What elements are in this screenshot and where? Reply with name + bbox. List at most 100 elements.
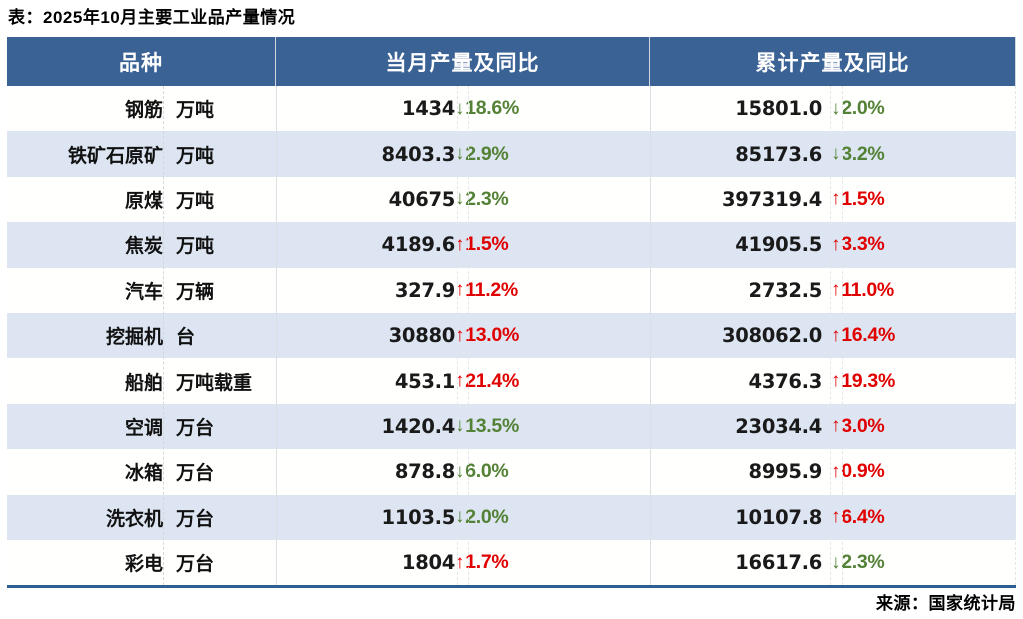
trend-up-icon: ↑ [831, 370, 841, 392]
monthly-pct: 21.4% [465, 369, 519, 392]
monthly-cell: 40675 ↓ 2.3% [276, 177, 650, 222]
monthly-change: ↑ 1.5% [455, 233, 509, 256]
cumulative-change: ↑ 3.3% [831, 233, 885, 256]
trend-up-icon: ↑ [455, 370, 465, 392]
trend-up-icon: ↑ [831, 415, 841, 437]
product-unit: 万吨载重 [176, 372, 253, 394]
product-unit: 万吨 [176, 145, 215, 167]
product-name: 焦炭 [124, 236, 163, 258]
monthly-pct: 13.5% [465, 414, 519, 437]
cumulative-change: ↑ 1.5% [831, 187, 885, 211]
table-row: 洗衣机 万台 1103.5 ↓ 2.0% 10107.8 ↑ 6.4% [7, 494, 1016, 540]
trend-up-icon: ↑ [831, 279, 841, 301]
monthly-cell: 1103.5 ↓ 2.0% [276, 495, 650, 540]
page-title: 表：2025年10月主要工业品产量情况 [8, 8, 296, 27]
cumulative-value: 41905.5 [735, 233, 822, 257]
product-unit: 万台 [176, 463, 215, 485]
cumulative-cell: 397319.4 ↑ 1.5% [650, 177, 1016, 222]
table-row: 冰箱 万台 878.8 ↓ 6.0% 8995.9 ↑ 0.9% [7, 449, 1016, 495]
cumulative-pct: 16.4% [841, 324, 895, 347]
cumulative-value: 10107.8 [735, 505, 822, 529]
monthly-cell: 453.1 ↑ 21.4% [276, 358, 650, 403]
product-unit: 万吨 [176, 190, 215, 212]
trend-up-icon: ↑ [831, 324, 841, 346]
cumulative-pct: 0.9% [841, 460, 885, 483]
trend-down-icon: ↓ [831, 143, 841, 165]
table-row: 挖掘机 台 30880 ↑ 13.0% 308062.0 ↑ 16.4% [7, 312, 1016, 359]
monthly-cell: 8403.3 ↓ 2.9% [276, 131, 650, 176]
table-row: 空调 万台 1420.4 ↓ 13.5% 23034.4 ↑ 3.0% [7, 403, 1016, 450]
cumulative-pct: 3.0% [841, 414, 885, 437]
trend-down-icon: ↓ [455, 188, 465, 210]
monthly-cell: 4189.6 ↑ 1.5% [276, 222, 650, 267]
product-unit: 万台 [176, 417, 215, 439]
monthly-change: ↑ 11.2% [455, 279, 518, 302]
cumulative-change: ↑ 11.0% [831, 279, 894, 302]
product-name: 彩电 [124, 554, 163, 576]
cumulative-change: ↓ 3.2% [831, 143, 885, 166]
header-cell-product: 品种 [7, 37, 276, 86]
cumulative-pct: 2.3% [841, 551, 885, 574]
monthly-change: ↓ 2.0% [455, 505, 509, 529]
product-name: 空调 [124, 417, 163, 439]
monthly-value: 1103.5 [381, 505, 456, 529]
monthly-value: 878.8 [394, 460, 455, 484]
table-row: 铁矿石原矿 万吨 8403.3 ↓ 2.9% 85173.6 ↓ 3.2% [7, 131, 1016, 177]
trend-down-icon: ↓ [831, 551, 841, 573]
monthly-value: 1804 [401, 551, 455, 575]
cumulative-pct: 6.4% [841, 505, 885, 528]
monthly-value: 40675 [388, 187, 456, 211]
monthly-value: 8403.3 [381, 142, 456, 166]
monthly-cell: 327.9 ↑ 11.2% [276, 268, 650, 313]
product-unit: 万吨 [176, 236, 215, 258]
monthly-pct: 2.3% [465, 187, 509, 210]
cumulative-pct: 2.0% [841, 97, 885, 120]
product-name: 原煤 [124, 190, 163, 212]
monthly-value: 327.9 [394, 278, 455, 302]
cumulative-value: 4376.3 [748, 369, 823, 393]
product-unit: 台 [176, 327, 196, 349]
cumulative-change: ↑ 0.9% [831, 460, 885, 483]
monthly-value: 1420.4 [381, 414, 456, 438]
monthly-cell: 1434 ↓ 18.6% [276, 86, 650, 131]
monthly-value: 1434 [401, 97, 455, 121]
cumulative-pct: 1.5% [841, 187, 885, 210]
table-row: 钢筋 万吨 1434 ↓ 18.6% 15801.0 ↓ 2.0% [7, 86, 1016, 132]
table-header-row: 品种 当月产量及同比 累计产量及同比 [7, 37, 1016, 86]
monthly-pct: 11.2% [465, 278, 518, 301]
cumulative-value: 15801.0 [735, 97, 822, 121]
cumulative-cell: 16617.6 ↓ 2.3% [650, 540, 1016, 585]
cumulative-cell: 85173.6 ↓ 3.2% [650, 131, 1016, 176]
cumulative-value: 23034.4 [735, 414, 822, 438]
monthly-pct: 1.7% [465, 551, 509, 574]
cumulative-change: ↑ 19.3% [831, 370, 895, 393]
monthly-change: ↓ 2.9% [455, 142, 509, 166]
table-row: 焦炭 万吨 4189.6 ↑ 1.5% 41905.5 ↑ 3.3% [7, 222, 1016, 268]
monthly-pct: 2.9% [465, 142, 509, 165]
trend-up-icon: ↑ [455, 551, 465, 573]
cumulative-value: 16617.6 [735, 551, 822, 575]
trend-down-icon: ↓ [455, 506, 465, 528]
cumulative-value: 2732.5 [748, 278, 823, 302]
header-cell-monthly: 当月产量及同比 [276, 37, 650, 86]
monthly-pct: 18.6% [465, 97, 519, 120]
cumulative-change: ↓ 2.0% [831, 97, 885, 120]
trend-up-icon: ↑ [831, 233, 841, 255]
cumulative-value: 8995.9 [748, 460, 823, 484]
trend-down-icon: ↓ [455, 97, 465, 119]
cumulative-change: ↑ 16.4% [831, 324, 895, 347]
product-unit: 万台 [176, 508, 215, 530]
product-unit: 万台 [176, 554, 215, 576]
monthly-change: ↑ 21.4% [455, 370, 519, 393]
monthly-value: 30880 [388, 324, 456, 348]
product-name: 铁矿石原矿 [67, 145, 163, 167]
trend-up-icon: ↑ [831, 188, 841, 210]
monthly-pct: 2.0% [465, 505, 509, 528]
monthly-cell: 1420.4 ↓ 13.5% [276, 404, 650, 449]
product-unit: 万辆 [176, 281, 215, 303]
table-row: 船舶 万吨载重 453.1 ↑ 21.4% 4376.3 ↑ 19.3% [7, 358, 1016, 404]
trend-up-icon: ↑ [831, 506, 841, 528]
table-row: 原煤 万吨 40675 ↓ 2.3% 397319.4 ↑ 1.5% [7, 176, 1016, 223]
cumulative-change: ↓ 2.3% [831, 551, 885, 574]
monthly-cell: 1804 ↑ 1.7% [276, 540, 650, 585]
